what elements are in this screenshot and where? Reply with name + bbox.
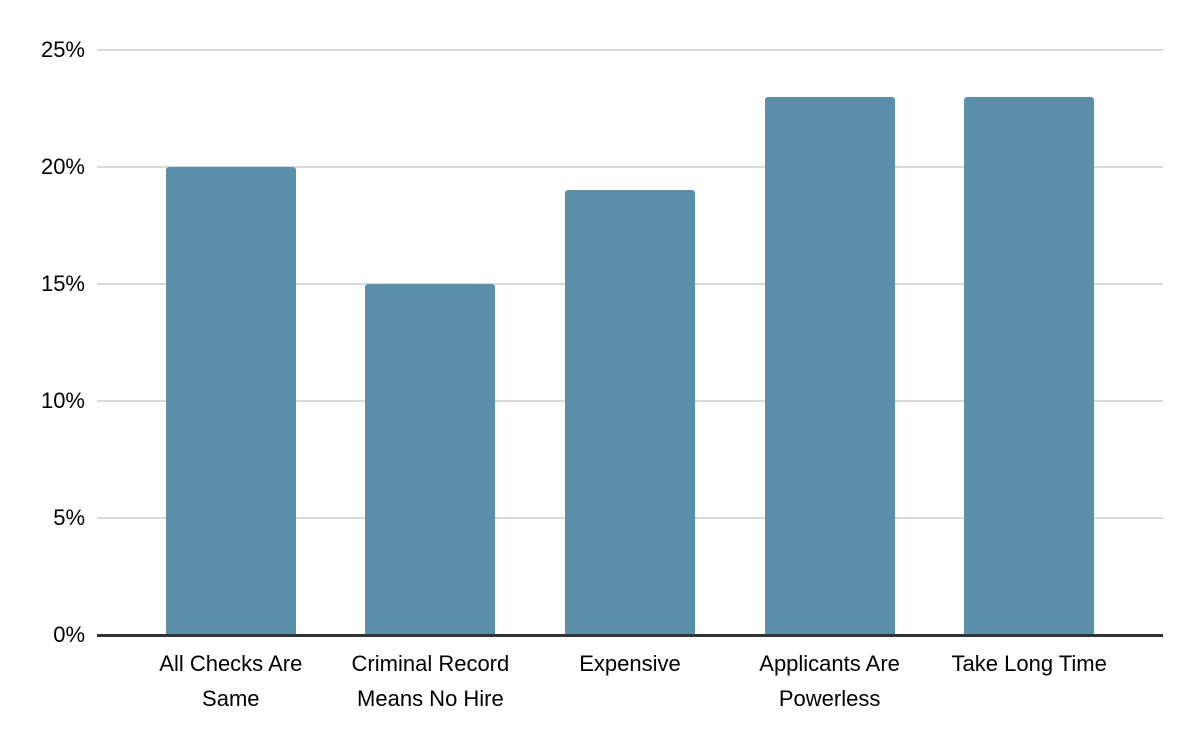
x-category-label: Criminal Record Means No Hire [351, 651, 510, 711]
bar-2 [565, 190, 695, 635]
bar-0 [165, 167, 296, 635]
y-tick-label: 15% [40, 271, 85, 296]
x-category-label: Expensive [579, 651, 681, 676]
x-category-label: Applicants Are Powerless [759, 651, 900, 711]
gridline [97, 49, 1163, 51]
x-axis-baseline [97, 634, 1163, 637]
y-tick-label: 10% [40, 388, 85, 413]
x-category-label: All Checks Are Same [159, 651, 303, 711]
bar-4 [964, 96, 1095, 635]
bar-1 [365, 284, 496, 635]
y-tick-label: 0% [53, 622, 85, 647]
x-category-label: Take Long Time [951, 651, 1107, 676]
y-tick-label: 25% [40, 37, 85, 62]
y-tick-label: 5% [53, 505, 85, 530]
gridline [97, 166, 1163, 168]
y-tick-label: 20% [40, 154, 85, 179]
bar-3 [764, 96, 895, 635]
